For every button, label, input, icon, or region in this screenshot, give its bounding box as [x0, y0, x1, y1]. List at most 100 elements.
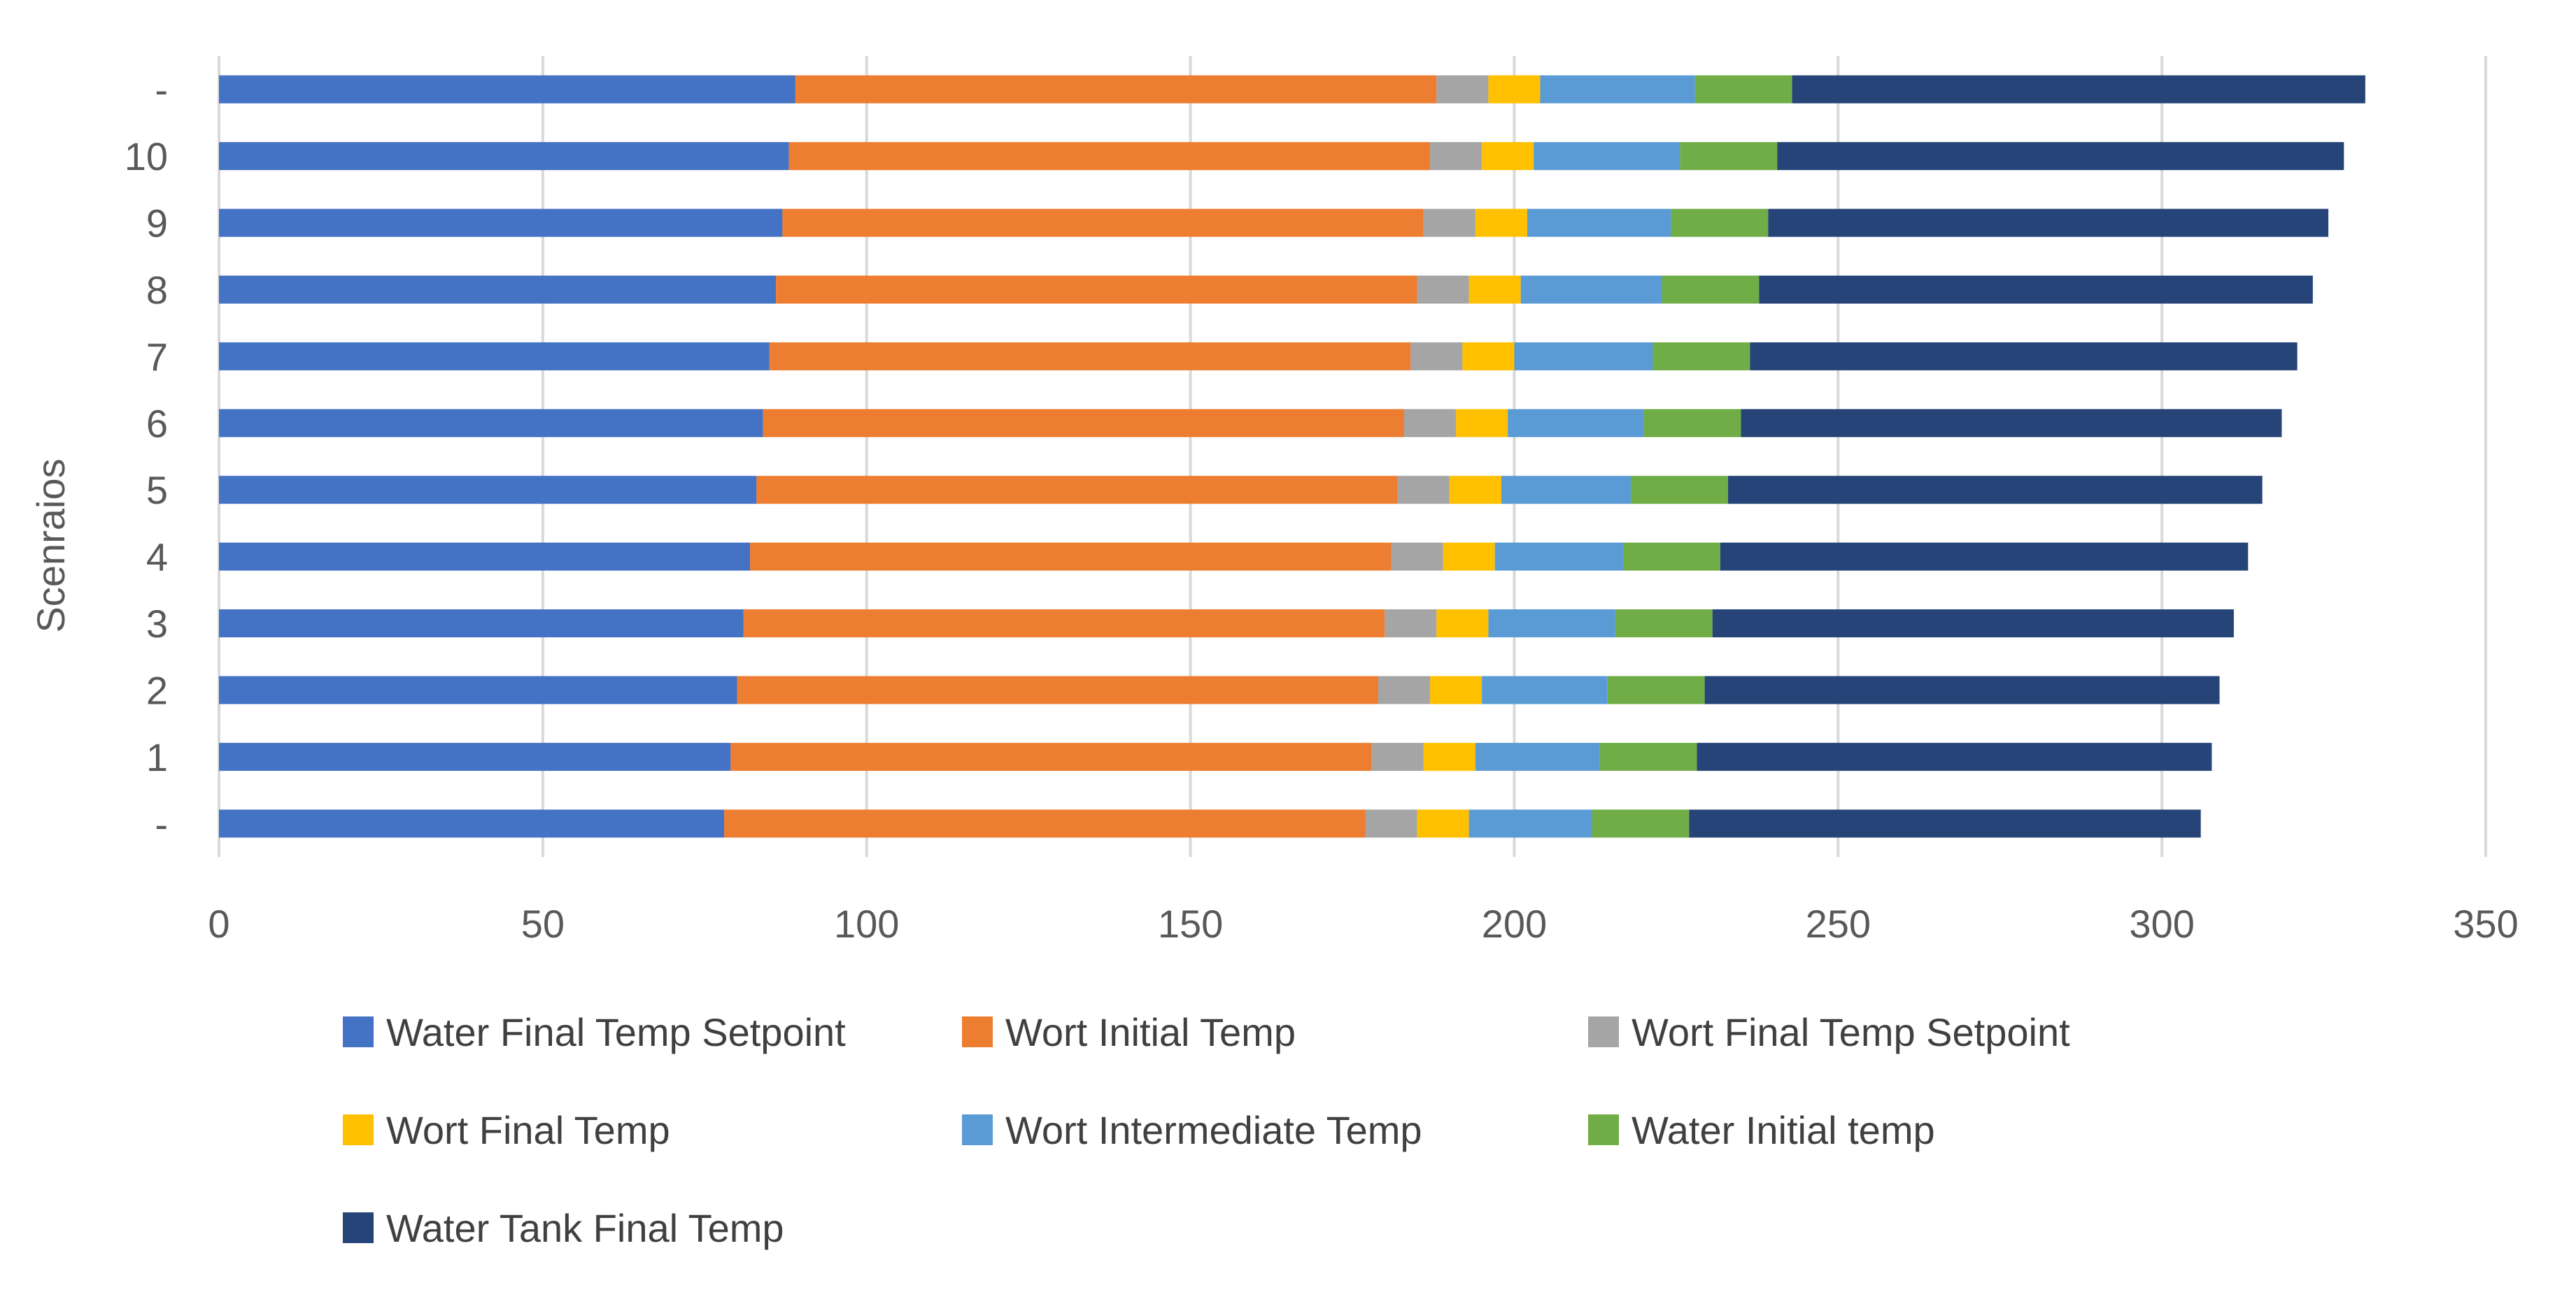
bar-segment	[1671, 209, 1768, 237]
bar-segment	[219, 142, 789, 170]
x-tick-label: 250	[1806, 902, 1871, 946]
legend-label: Wort Initial Temp	[1005, 1010, 1296, 1054]
bar-segment	[776, 276, 1417, 304]
bar-segment	[763, 409, 1404, 437]
y-tick-label: 4	[146, 535, 168, 579]
bar-segment	[1424, 743, 1475, 771]
legend-swatch	[962, 1114, 993, 1145]
bar-segment	[1527, 209, 1671, 237]
bar-segment	[744, 609, 1385, 637]
bar-segment	[1759, 276, 2312, 304]
bar-segment	[1482, 676, 1608, 704]
y-tick-label: 7	[146, 334, 168, 378]
bar-segment	[1385, 609, 1436, 637]
y-tick-label: -	[155, 68, 168, 112]
bar-segment	[1456, 409, 1508, 437]
bar-segment	[219, 209, 782, 237]
bar-segment	[1488, 76, 1540, 104]
bar-segment	[1728, 476, 2263, 504]
y-tick-label: 9	[146, 201, 168, 246]
bar-segment	[219, 743, 730, 771]
bar-segment	[219, 409, 763, 437]
bar-segment	[1631, 476, 1728, 504]
x-tick-label: 50	[521, 902, 565, 946]
x-tick-label: 300	[2129, 902, 2194, 946]
bar-segment	[1372, 743, 1424, 771]
y-tick-label: 6	[146, 402, 168, 446]
bar-segment	[1792, 76, 2365, 104]
legend-label: Water Tank Final Temp	[386, 1206, 784, 1250]
bar-segment	[1662, 276, 1759, 304]
legend-label: Wort Intermediate Temp	[1005, 1108, 1422, 1152]
bar-segment	[1410, 342, 1462, 370]
bar-segment	[1450, 476, 1501, 504]
x-tick-label: 150	[1158, 902, 1223, 946]
legend-swatch	[962, 1016, 993, 1047]
bar-segment	[1653, 342, 1750, 370]
bar-segment	[724, 809, 1365, 837]
bar-segment	[1508, 409, 1643, 437]
x-tick-label: 200	[1482, 902, 1547, 946]
bar-segment	[1777, 142, 2344, 170]
bar-segment	[1600, 743, 1697, 771]
x-axis-ticks: 0 50 100 150 200 250 300 350	[208, 902, 2518, 946]
x-tick-label: 350	[2453, 902, 2518, 946]
bar-segment	[1430, 676, 1482, 704]
bar-segment	[219, 476, 756, 504]
bar-segment	[1680, 142, 1777, 170]
bar-segment	[1436, 76, 1488, 104]
legend: Water Final Temp Setpoint Wort Initial Te…	[343, 1010, 2070, 1250]
bar-segment	[219, 342, 770, 370]
bar-segment	[1644, 409, 1741, 437]
y-tick-label: 10	[125, 134, 168, 178]
legend-swatch	[343, 1212, 374, 1243]
bar-segment	[1741, 409, 2281, 437]
bar-segment	[737, 676, 1378, 704]
legend-label: Wort Final Temp Setpoint	[1632, 1010, 2070, 1054]
bar-segment	[1475, 209, 1527, 237]
bar-segment	[219, 76, 795, 104]
bar-segment	[1462, 342, 1514, 370]
bar-segment	[770, 342, 1410, 370]
legend-label: Water Final Temp Setpoint	[386, 1010, 846, 1054]
bar-segment	[1521, 276, 1662, 304]
stacked-bar-chart: 0 50 100 150 200 250 300 350 -12345678910- Scen…	[0, 0, 2576, 1290]
y-tick-label: 1	[146, 735, 168, 779]
y-tick-label: 8	[146, 268, 168, 312]
bar-segment	[1501, 476, 1631, 504]
bar-segment	[1592, 809, 1690, 837]
legend-swatch	[343, 1114, 374, 1145]
x-tick-label: 100	[834, 902, 899, 946]
bar-segment	[1417, 276, 1469, 304]
x-tick-label: 0	[208, 902, 229, 946]
bar-segment	[1750, 342, 2297, 370]
bars	[219, 76, 2365, 838]
bar-segment	[1469, 809, 1592, 837]
bar-segment	[1443, 543, 1495, 571]
bar-segment	[1488, 609, 1615, 637]
y-tick-label: -	[155, 802, 168, 846]
bar-segment	[1378, 676, 1430, 704]
legend-swatch	[343, 1016, 374, 1047]
legend-swatch	[1588, 1016, 1619, 1047]
bar-segment	[1608, 676, 1705, 704]
y-axis-title: Scenraios	[29, 458, 73, 632]
y-tick-label: 3	[146, 602, 168, 646]
bar-segment	[1540, 76, 1694, 104]
bar-segment	[1392, 543, 1443, 571]
bar-segment	[1695, 76, 1792, 104]
bar-segment	[219, 809, 724, 837]
bar-segment	[1398, 476, 1450, 504]
bar-segment	[1705, 676, 2220, 704]
bar-segment	[750, 543, 1391, 571]
bar-segment	[1534, 142, 1680, 170]
bar-segment	[219, 276, 776, 304]
bar-segment	[1720, 543, 2248, 571]
bar-segment	[219, 609, 744, 637]
bar-segment	[789, 142, 1430, 170]
bar-segment	[1430, 142, 1482, 170]
y-tick-label: 5	[146, 468, 168, 512]
bar-segment	[1697, 743, 2211, 771]
bar-segment	[756, 476, 1397, 504]
legend-label: Wort Final Temp	[386, 1108, 670, 1152]
